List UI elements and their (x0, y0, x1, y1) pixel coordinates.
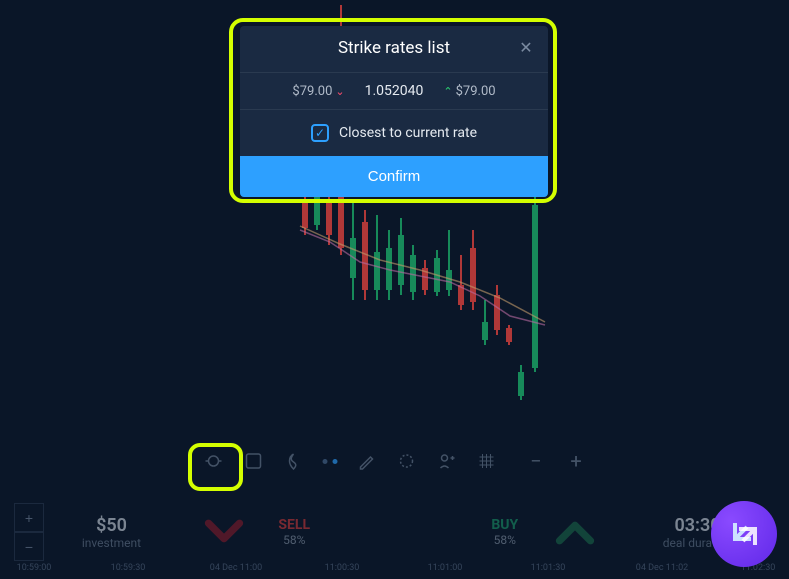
closest-rate-row[interactable]: ✓ Closest to current rate (240, 110, 548, 156)
fab-button[interactable] (711, 501, 777, 567)
sell-label: SELL (278, 517, 310, 533)
page-dot-active[interactable] (332, 459, 337, 464)
buy-label: BUY (491, 517, 518, 533)
rate-up-value: $79.00 (456, 84, 496, 99)
settings-icon[interactable] (395, 450, 417, 472)
fab-icon (725, 515, 763, 553)
social-icon[interactable] (435, 450, 457, 472)
investment-amount: $50 (96, 515, 127, 536)
buy-percentage: 58% (494, 533, 516, 547)
time-tick: 04 Dec 11:00 (210, 563, 262, 573)
time-tick: 10:59:30 (111, 563, 146, 573)
time-tick: 11:01:30 (531, 563, 566, 573)
confirm-button[interactable]: Confirm (240, 156, 548, 197)
time-tick: 11:01:00 (428, 563, 463, 573)
zoom-in-button[interactable]: + (565, 450, 587, 472)
time-tick: 04 Dec 11:02 (636, 563, 688, 573)
sell-button[interactable]: SELL 58% (189, 517, 400, 547)
sell-buy-panel: SELL 58% BUY 58% (189, 503, 610, 561)
chart-type-icon[interactable] (242, 450, 264, 472)
buy-chevron-icon (540, 517, 610, 547)
grid-icon[interactable] (475, 450, 497, 472)
checkbox-label: Closest to current rate (339, 125, 477, 141)
tutorial-highlight-tool (188, 443, 243, 491)
time-tick: 10:59:00 (17, 563, 52, 573)
investment-stepper: + − (14, 503, 44, 561)
toolbar-pagination (322, 459, 337, 464)
time-axis: 10:59:00 10:59:30 04 Dec 11:00 11:00:30 11:0… (0, 563, 789, 577)
strike-rates-modal: Strike rates list ✕ $79.00 ⌄ 1.052040 ⌃ … (240, 26, 548, 197)
modal-title: Strike rates list (338, 38, 450, 58)
chevron-up-icon: ⌃ (443, 85, 452, 98)
time-tick: 11:00:30 (325, 563, 360, 573)
chevron-down-icon: ⌄ (335, 85, 344, 98)
close-icon[interactable]: ✕ (518, 40, 534, 56)
zoom-out-button[interactable]: − (525, 450, 547, 472)
sell-chevron-icon (189, 517, 259, 547)
draw-icon[interactable] (355, 450, 377, 472)
rate-middle[interactable]: 1.052040 (365, 83, 424, 99)
rate-down-value: $79.00 (292, 84, 332, 99)
indicators-icon[interactable] (282, 450, 304, 472)
rate-down[interactable]: $79.00 ⌄ (292, 84, 344, 99)
chart-toolbar: − + (202, 450, 587, 472)
bottom-bar: + − $50 investment SELL 58% BUY 58% 03:3… (14, 503, 775, 561)
increment-button[interactable]: + (14, 503, 44, 532)
checkbox-icon[interactable]: ✓ (311, 124, 329, 142)
modal-rates-row: $79.00 ⌄ 1.052040 ⌃ $79.00 (240, 73, 548, 110)
rate-up[interactable]: ⌃ $79.00 (443, 84, 495, 99)
modal-header: Strike rates list ✕ (240, 26, 548, 73)
investment-panel: + − $50 investment (14, 503, 179, 561)
page-dot[interactable] (322, 459, 327, 464)
buy-button[interactable]: BUY 58% (400, 517, 611, 547)
decrement-button[interactable]: − (14, 532, 44, 561)
investment-label: investment (82, 536, 141, 550)
sell-percentage: 58% (283, 533, 305, 547)
